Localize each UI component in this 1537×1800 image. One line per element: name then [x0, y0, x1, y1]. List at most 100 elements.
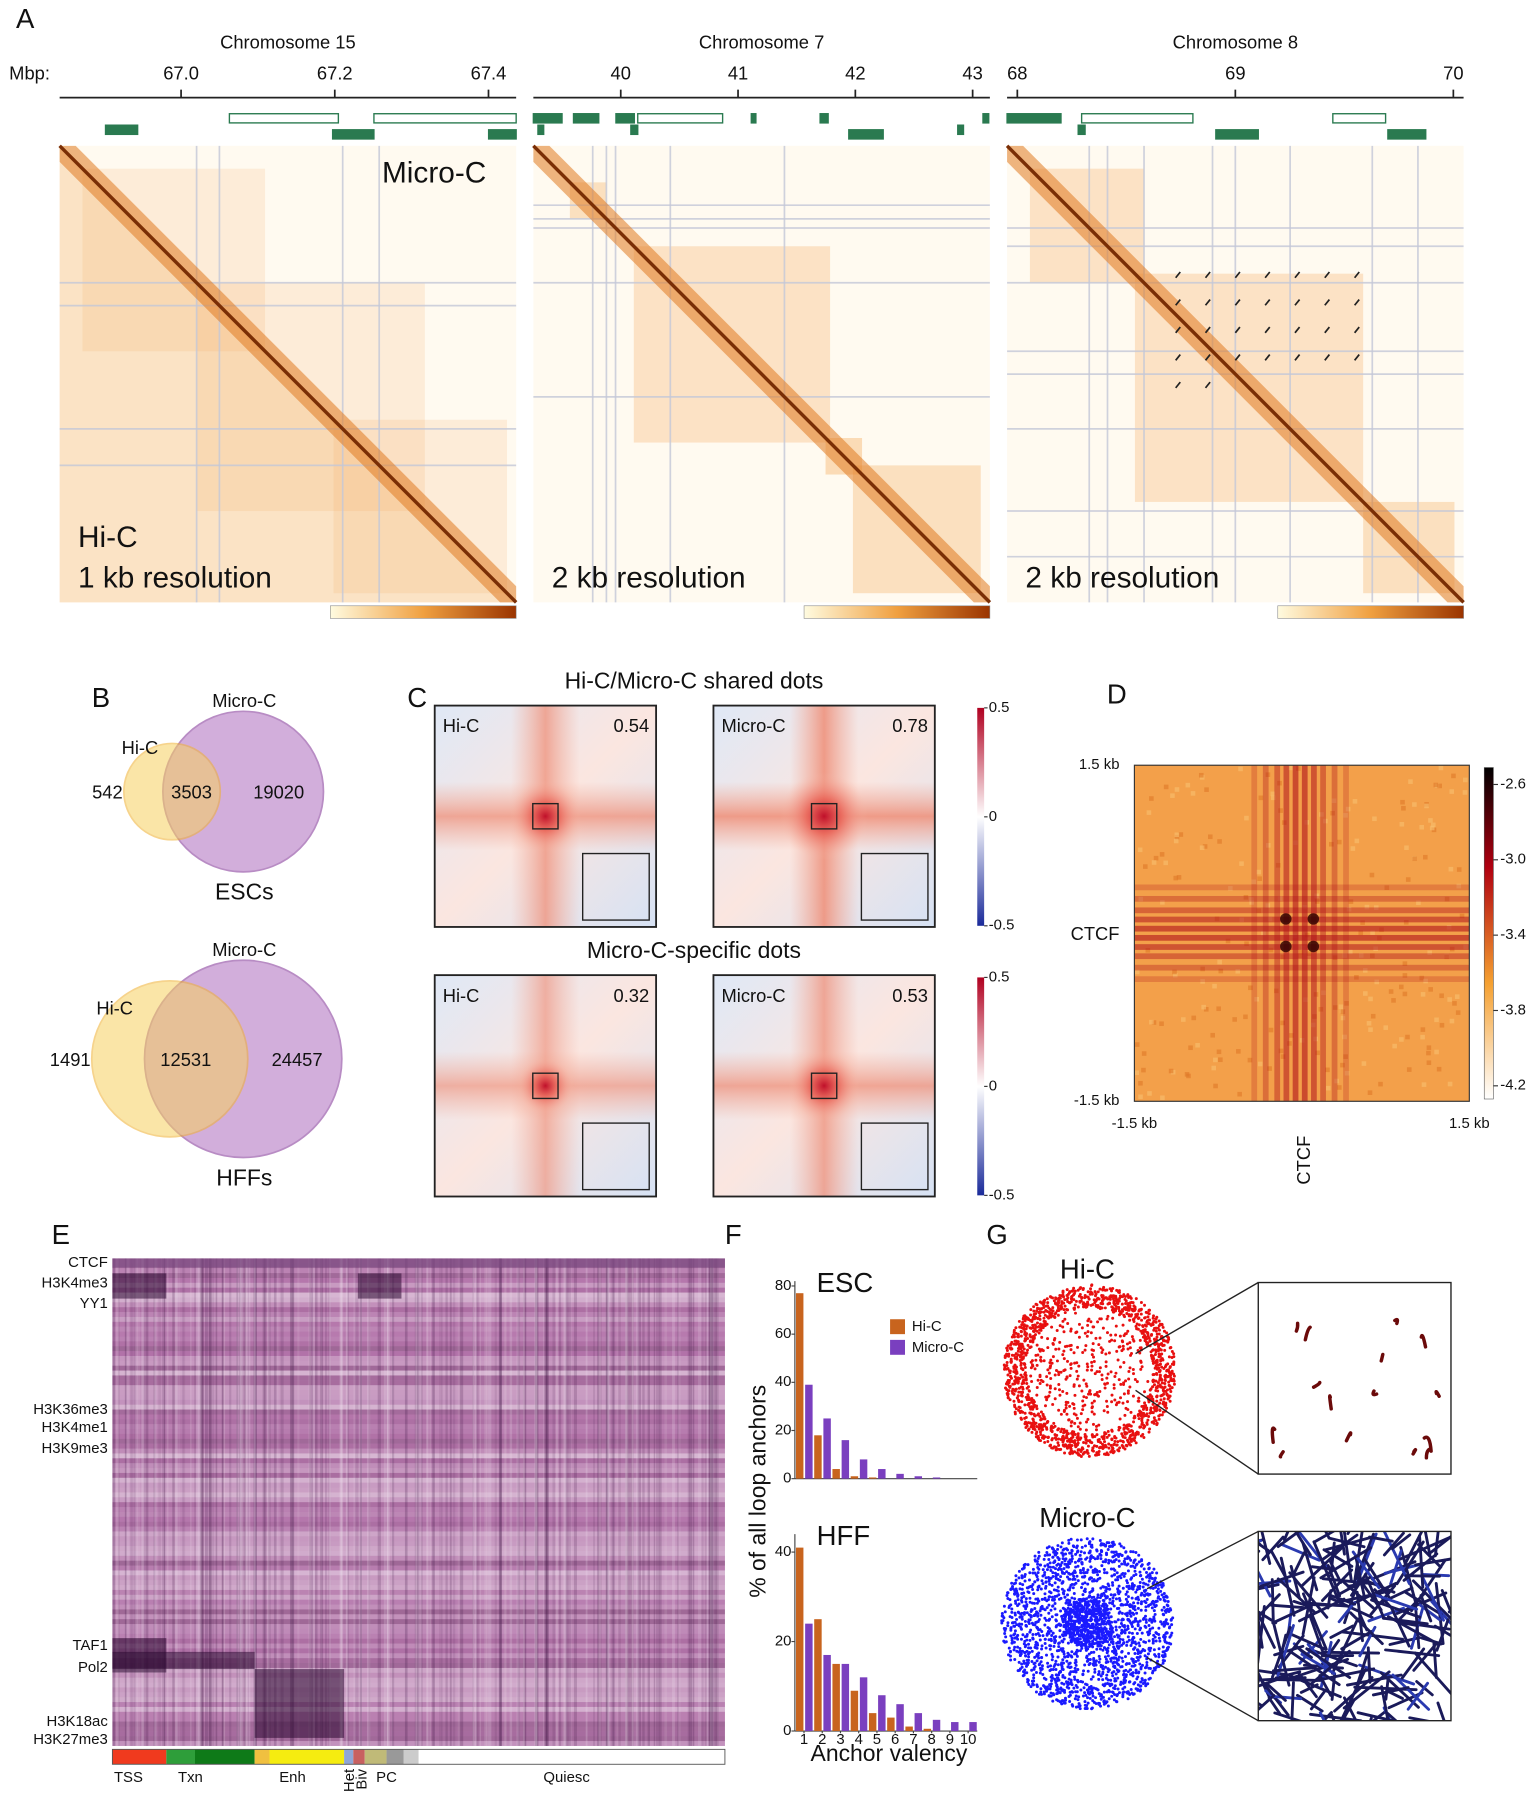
polymer-bead — [1013, 1339, 1017, 1343]
fiber — [1344, 1431, 1353, 1443]
polymer-bead — [1093, 1435, 1097, 1438]
polymer-bead — [1126, 1670, 1130, 1674]
heat-col — [163, 1258, 166, 1746]
heat-col — [238, 1258, 241, 1746]
polymer-bead — [1135, 1327, 1139, 1331]
heat-col — [635, 1258, 638, 1746]
polymer-bead — [1026, 1678, 1030, 1682]
heat-col — [292, 1258, 295, 1746]
heat-col — [565, 1258, 569, 1746]
polymer-bead — [1042, 1573, 1046, 1577]
polymer-bead — [1035, 1659, 1039, 1663]
polymer-bead — [1083, 1637, 1087, 1641]
polymer-bead — [1083, 1348, 1087, 1352]
polymer-bead — [1054, 1553, 1058, 1557]
polymer-bead — [1095, 1444, 1099, 1448]
polymer-bead — [1016, 1353, 1020, 1357]
polymer-bead — [1085, 1628, 1089, 1632]
polymer-bead — [1148, 1574, 1152, 1578]
legend-swatch — [890, 1339, 905, 1355]
polymer-bead — [1022, 1347, 1026, 1351]
heat-col — [353, 1258, 356, 1746]
polymer-bead — [1035, 1407, 1039, 1411]
polymer-bead — [1094, 1663, 1098, 1667]
heat-col — [212, 1258, 215, 1746]
heat-row — [112, 1731, 725, 1737]
heat-col — [223, 1258, 226, 1746]
polymer-bead — [1066, 1548, 1070, 1552]
polymer-bead — [1074, 1610, 1078, 1614]
polymer-bead — [1018, 1582, 1022, 1586]
polymer-bead — [1028, 1630, 1032, 1634]
polymer-bead — [1079, 1436, 1083, 1440]
polymer-bead — [1151, 1671, 1155, 1675]
polymer-bead — [1027, 1682, 1031, 1686]
heat-col — [246, 1258, 251, 1746]
polymer-bead — [1086, 1300, 1090, 1304]
polymer-bead — [1040, 1667, 1044, 1671]
polymer-bead — [1114, 1403, 1118, 1407]
polymer-bead — [1008, 1346, 1012, 1350]
polymer-bead — [1160, 1622, 1164, 1626]
speckle — [1328, 841, 1334, 847]
state-segment — [112, 1749, 167, 1765]
polymer-bead — [1006, 1624, 1010, 1628]
venn-count: 3503 — [171, 782, 212, 803]
polymer-bead — [1104, 1432, 1108, 1436]
polymer-bead — [1036, 1317, 1040, 1321]
fiber — [1419, 1333, 1428, 1349]
polymer-bead — [1020, 1662, 1024, 1666]
polymer-bead — [1153, 1405, 1157, 1409]
polymer-bead — [1060, 1427, 1064, 1431]
polymer-bead — [1065, 1297, 1069, 1301]
polymer-bead — [1031, 1401, 1035, 1405]
loop-arrow — [1294, 299, 1301, 306]
polymer-bead — [1071, 1586, 1075, 1590]
heat-col — [672, 1258, 675, 1746]
polymer-bead — [1023, 1319, 1027, 1323]
x-tick-label: 5 — [873, 1732, 881, 1748]
polymer-bead — [1009, 1342, 1013, 1346]
polymer-bead — [1142, 1411, 1146, 1415]
polymer-bead — [1165, 1331, 1169, 1335]
polymer-bead — [1154, 1604, 1158, 1607]
venn-outer-label: Micro-C — [212, 690, 276, 711]
polymer-bead — [1068, 1690, 1072, 1694]
bar — [859, 1459, 868, 1479]
heat-col — [605, 1258, 609, 1746]
polymer-bead — [1082, 1597, 1086, 1601]
polymer-bead — [1138, 1644, 1142, 1648]
polymer-bead — [1085, 1654, 1089, 1658]
speckle — [1163, 860, 1169, 866]
polymer-bead — [1009, 1634, 1013, 1638]
polymer-bead — [1116, 1640, 1120, 1644]
polymer-bead — [1006, 1621, 1010, 1625]
polymer-bead — [1080, 1646, 1084, 1650]
polymer-bead — [1038, 1314, 1042, 1318]
pileup-glow — [780, 772, 869, 861]
heat-col — [420, 1258, 423, 1746]
polymer-bead — [1113, 1648, 1117, 1652]
polymer-bead — [1019, 1649, 1023, 1653]
polymer-bead — [1019, 1612, 1023, 1616]
polymer-bead — [1067, 1615, 1071, 1619]
polymer-bead — [1099, 1346, 1103, 1350]
polymer-bead — [1146, 1592, 1150, 1596]
polymer-bead — [1085, 1384, 1089, 1388]
polymer-bead — [1070, 1596, 1074, 1600]
heat-col — [247, 1258, 249, 1746]
polymer-bead — [1075, 1369, 1079, 1373]
polymer-bead — [1102, 1599, 1106, 1603]
polymer-bead — [1144, 1310, 1148, 1314]
polymer-bead — [1052, 1550, 1056, 1554]
polymer-bead — [1025, 1624, 1029, 1628]
state-segment — [403, 1749, 419, 1765]
polymer-bead — [1097, 1677, 1101, 1681]
polymer-bead — [1072, 1286, 1076, 1290]
y-tick-label: 20 — [775, 1422, 792, 1438]
polymer-bead — [1096, 1593, 1100, 1597]
polymer-bead — [1028, 1405, 1032, 1409]
polymer-bead — [1159, 1348, 1163, 1352]
pileup-frame — [712, 974, 936, 1198]
polymer-bead — [1147, 1579, 1151, 1583]
